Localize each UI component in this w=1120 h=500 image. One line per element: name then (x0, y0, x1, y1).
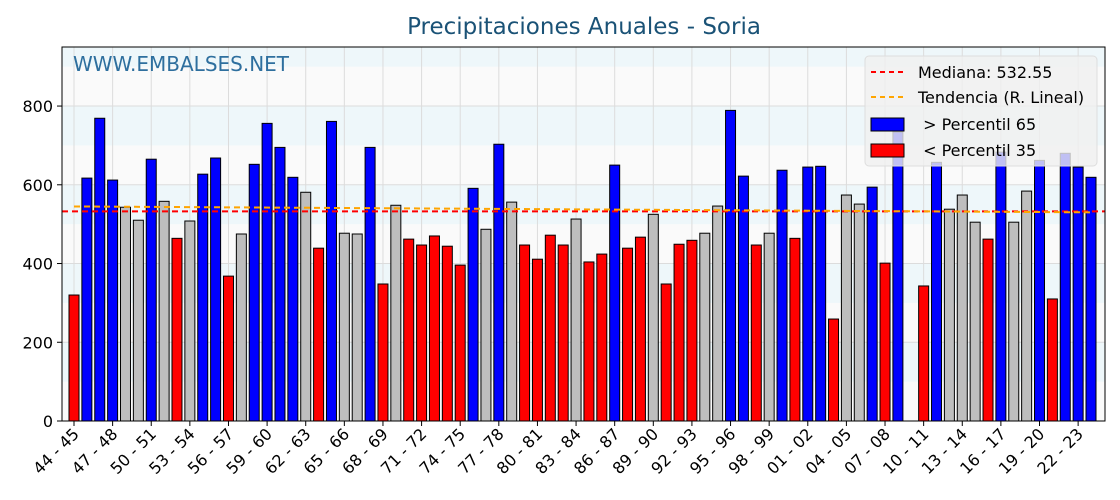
background-band (62, 47, 1105, 67)
bar-04-05 (840, 194, 852, 422)
bar-51-52 (158, 200, 170, 422)
bar-90-91 (660, 283, 672, 422)
bar-12-13 (943, 208, 955, 422)
bar-96-97 (737, 175, 749, 422)
bar-22-23 (1072, 166, 1084, 422)
bar-95-96 (725, 109, 737, 422)
bar-73-74 (441, 245, 453, 422)
plot-frame (61, 46, 1106, 422)
bar-18-19 (1021, 190, 1033, 422)
bar-53-54 (184, 220, 196, 422)
bar-48-49 (119, 206, 131, 422)
bar-94-95 (712, 205, 724, 422)
bar-23-24 (1085, 176, 1097, 422)
legend-trend-label: Tendencia (R. Lineal) (917, 88, 1084, 107)
y-tick-label: 600 (22, 176, 53, 195)
bar-16-17 (995, 151, 1007, 422)
legend-median-label: Mediana: 532.55 (918, 63, 1052, 82)
legend-low-swatch (870, 143, 905, 158)
bar-11-12 (931, 161, 943, 422)
bar-45-46 (81, 177, 93, 422)
bar-07-08 (879, 262, 891, 422)
bar-82-83 (557, 244, 569, 422)
bar-76-77 (480, 228, 492, 422)
bar-58-59 (248, 163, 260, 422)
bar-19-20 (1034, 159, 1046, 422)
bar-77-78 (493, 143, 505, 422)
bar-13-14 (956, 194, 968, 422)
legend-high-swatch (870, 117, 905, 132)
bar-62-63 (300, 191, 312, 422)
bar-21-22 (1059, 152, 1071, 422)
bar-01-02 (802, 166, 814, 422)
bar-20-21 (1046, 298, 1058, 422)
bar-85-86 (596, 253, 608, 422)
bar-71-72 (416, 244, 428, 422)
bar-52-53 (171, 237, 183, 422)
bar-66-67 (351, 233, 363, 422)
bar-03-04 (828, 318, 840, 422)
bar-59-60 (261, 122, 273, 422)
bar-46-47 (94, 117, 106, 422)
bar-10-11 (918, 285, 930, 422)
bar-84-85 (583, 261, 595, 422)
y-tick-label: 200 (22, 333, 53, 352)
bar-67-68 (364, 146, 376, 422)
bar-83-84 (570, 218, 582, 422)
y-tick-label: 0 (43, 412, 53, 431)
bar-69-70 (390, 204, 402, 422)
bar-86-87 (609, 164, 621, 422)
bar-63-64 (313, 247, 325, 422)
legend-low-label: < Percentil 35 (918, 141, 1036, 160)
bar-89-90 (647, 213, 659, 422)
bar-56-57 (222, 275, 234, 422)
bar-99-00 (776, 169, 788, 422)
bar-74-75 (454, 264, 466, 422)
bar-17-18 (1008, 221, 1020, 422)
legend: Mediana: 532.55 Tendencia (R. Lineal) > … (864, 55, 1098, 167)
legend-high-label: > Percentil 65 (918, 115, 1036, 134)
bar-06-07 (866, 186, 878, 422)
bar-02-03 (815, 165, 827, 422)
bar-91-92 (673, 243, 685, 422)
watermark: WWW.EMBALSES.NET (73, 52, 290, 76)
bar-61-62 (287, 176, 299, 422)
bar-78-79 (506, 201, 518, 422)
bar-97-98 (750, 244, 762, 422)
bar-57-58 (235, 233, 247, 422)
chart-title: Precipitaciones Anuales - Soria (407, 14, 761, 40)
bar-81-82 (544, 234, 556, 422)
bar-60-61 (274, 146, 286, 422)
bar-75-76 (467, 187, 479, 422)
bar-49-50 (132, 219, 144, 422)
bar-68-69 (377, 283, 389, 422)
bar-08-09 (892, 131, 904, 422)
bar-64-65 (325, 120, 337, 422)
bar-14-15 (969, 221, 981, 422)
bar-44-45 (68, 294, 80, 422)
bar-72-73 (428, 235, 440, 422)
bar-15-16 (982, 238, 994, 422)
bar-80-81 (531, 258, 543, 422)
bar-05-06 (853, 203, 865, 422)
bar-70-71 (403, 238, 415, 422)
bar-98-99 (763, 232, 775, 422)
bar-65-66 (338, 232, 350, 422)
bar-50-51 (145, 158, 157, 422)
bar-79-80 (519, 244, 531, 422)
bar-00-01 (789, 237, 801, 422)
bar-88-89 (634, 236, 646, 422)
bar-93-94 (699, 232, 711, 422)
bar-47-48 (107, 179, 119, 422)
y-tick-label: 800 (22, 97, 53, 116)
bar-55-56 (210, 157, 222, 422)
bar-92-93 (686, 239, 698, 422)
bar-87-88 (622, 247, 634, 422)
y-tick-label: 400 (22, 255, 53, 274)
